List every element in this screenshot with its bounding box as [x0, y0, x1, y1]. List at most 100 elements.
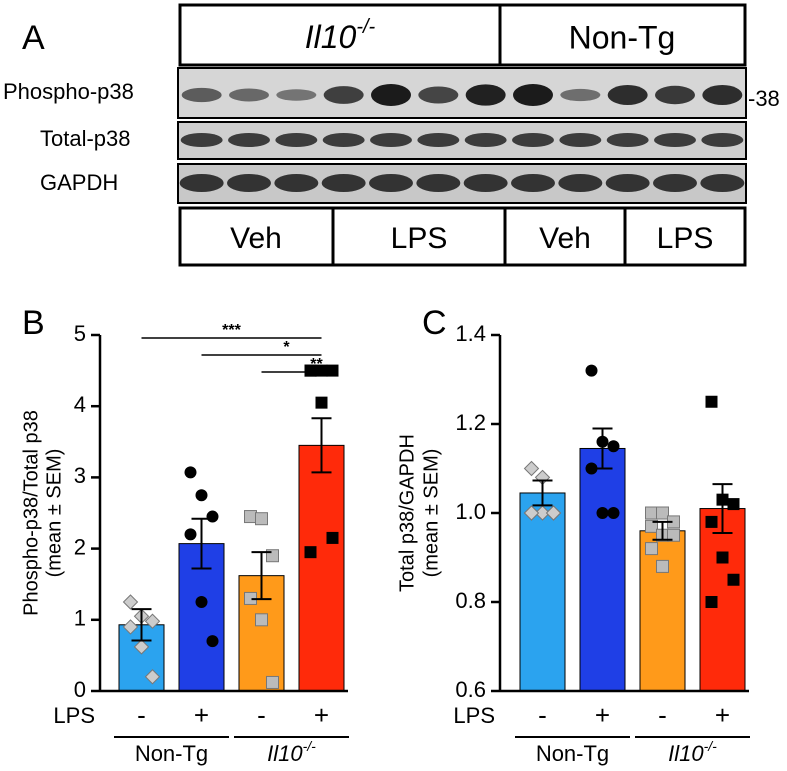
row-label: Total-p38 [40, 126, 131, 151]
blot [177, 67, 747, 119]
blot [177, 163, 747, 204]
band [653, 174, 697, 192]
group-text: Non-Tg [536, 741, 609, 766]
data-point [534, 505, 551, 521]
data-point [705, 515, 718, 528]
data-point [656, 559, 669, 573]
data-point [122, 619, 139, 635]
y-tick-label: 1.2 [455, 410, 486, 435]
data-point [326, 531, 339, 544]
error-bar [251, 551, 272, 601]
treatment-label: Veh [230, 222, 282, 255]
group-header: Non-Tg [569, 19, 676, 55]
panel-label: A [22, 19, 45, 57]
panel-a: A Il10-/- Non-Tg Phospho-p38 Total-p38 G… [3, 3, 780, 267]
blot [177, 121, 747, 160]
panel-label: B [22, 304, 45, 342]
data-point [195, 596, 208, 608]
error-bar [311, 417, 332, 474]
band [512, 133, 554, 147]
group-label: Non-Tg [536, 741, 609, 766]
data-point [144, 669, 161, 685]
data-point [304, 546, 317, 559]
row-label: Phospho-p38 [3, 79, 134, 104]
group-text: Non-Tg [135, 741, 208, 766]
band [607, 85, 648, 105]
group-label: Il10-/- [668, 738, 717, 766]
data-point [195, 489, 208, 502]
data-point [585, 364, 598, 377]
bar [298, 444, 345, 692]
band [700, 174, 745, 192]
data-point [523, 505, 540, 521]
band [701, 133, 744, 147]
y-axis-label: (mean ± SEM) [420, 449, 442, 578]
band [418, 86, 459, 104]
bar [519, 492, 566, 692]
data-point [184, 466, 197, 479]
error-bar [592, 427, 613, 470]
bands [179, 84, 745, 192]
data-point [326, 364, 339, 377]
band [371, 84, 411, 106]
band [416, 174, 461, 192]
mw-marker: -38 [748, 86, 780, 111]
panel-label: C [422, 304, 447, 342]
band [370, 133, 412, 147]
header-box [498, 3, 747, 67]
band [369, 174, 413, 192]
band [181, 87, 222, 103]
error-bar [532, 479, 553, 507]
band [179, 174, 224, 192]
y-tick-label: 1.0 [455, 499, 486, 524]
band [558, 174, 603, 192]
data-point [705, 395, 718, 408]
band [511, 174, 555, 192]
data-point [667, 528, 680, 542]
data-point [304, 364, 317, 377]
data-point [607, 440, 620, 453]
group-text: Il10 [668, 741, 704, 766]
y-axis-label: Total p38/GAPDH [396, 434, 418, 592]
band [323, 86, 364, 104]
factor-label: LPS [453, 703, 495, 728]
bar [579, 447, 626, 692]
band [559, 133, 602, 147]
bar [639, 530, 686, 692]
band [228, 133, 270, 147]
data-point [122, 594, 139, 610]
x-tick-label: - [658, 700, 667, 730]
band [463, 174, 508, 192]
y-tick-label: 1.4 [455, 321, 486, 346]
band [229, 88, 269, 102]
data-point [716, 551, 729, 564]
data-point [206, 510, 219, 523]
band [560, 88, 601, 102]
data-point [184, 528, 197, 541]
x-tick-label: - [137, 700, 146, 730]
significance-label: *** [222, 322, 241, 339]
data-point [315, 396, 328, 409]
y-tick-label: 4 [74, 392, 86, 417]
x-tick-label: + [194, 700, 209, 730]
data-point [255, 512, 268, 526]
data-point [206, 635, 219, 648]
y-axis-label: Phospho-p38/Total p38 [20, 410, 42, 616]
band [227, 174, 271, 192]
band [702, 85, 743, 105]
band [275, 133, 318, 147]
error-bar [712, 483, 733, 535]
band [654, 133, 696, 147]
data-point [656, 506, 669, 520]
significance-label: ** [310, 356, 323, 373]
row-label: GAPDH [40, 170, 118, 195]
data-point [144, 613, 161, 629]
group-label: Il10-/- [267, 738, 316, 766]
error-bar [131, 608, 152, 642]
data-point [585, 462, 598, 475]
treatment-label: LPS [391, 222, 448, 255]
data-point [645, 506, 658, 520]
y-tick-label: 2 [74, 534, 86, 559]
band [276, 89, 317, 101]
